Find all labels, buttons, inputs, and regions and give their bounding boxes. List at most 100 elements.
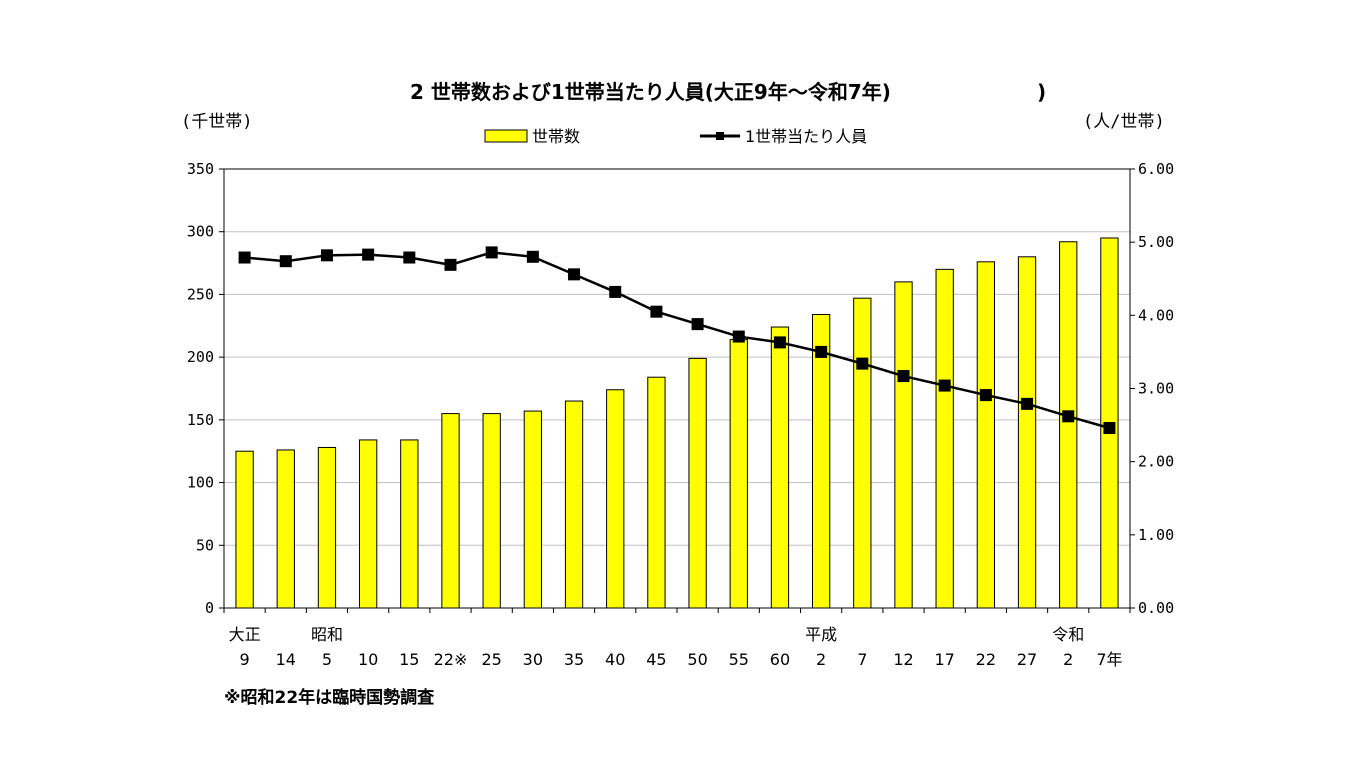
x-tick-label: 40 bbox=[605, 650, 625, 669]
legend-bar-label: 世帯数 bbox=[532, 127, 580, 146]
line-marker bbox=[403, 251, 416, 264]
right-tick-label: 4.00 bbox=[1138, 306, 1174, 324]
x-tick-label: 50 bbox=[687, 650, 707, 669]
era-label: 平成 bbox=[805, 625, 837, 644]
line-marker bbox=[1103, 422, 1116, 435]
x-tick-label: 12 bbox=[893, 650, 913, 669]
bar-series bbox=[235, 237, 1119, 609]
line-marker bbox=[362, 248, 375, 261]
x-tick-label: 10 bbox=[358, 650, 378, 669]
left-axis-unit: (千世帯) bbox=[181, 112, 252, 132]
x-tick-label: 60 bbox=[770, 650, 790, 669]
bar bbox=[276, 449, 295, 609]
line-marker bbox=[815, 345, 828, 358]
x-tick-label: 45 bbox=[646, 650, 666, 669]
x-tick-label: 5 bbox=[322, 650, 332, 669]
line-marker bbox=[609, 285, 622, 298]
x-tick-label: 25 bbox=[482, 650, 502, 669]
x-tick-label: 22※ bbox=[434, 650, 468, 669]
line-marker bbox=[526, 250, 539, 263]
line-marker bbox=[938, 379, 951, 392]
legend-bar-swatch bbox=[484, 129, 528, 143]
bar bbox=[441, 413, 460, 609]
era-label: 昭和 bbox=[311, 625, 343, 644]
line-path bbox=[244, 251, 1110, 430]
axes bbox=[219, 168, 1135, 613]
bar bbox=[976, 261, 996, 609]
era-label: 大正 bbox=[229, 625, 261, 644]
legend-line-label: 1世帯当たり人員 bbox=[745, 127, 867, 146]
line-marker bbox=[444, 258, 457, 271]
left-tick-label: 0 bbox=[205, 599, 214, 617]
bar bbox=[482, 413, 501, 609]
x-tick-label: 22 bbox=[976, 650, 996, 669]
x-tick-label: 30 bbox=[523, 650, 543, 669]
line-marker bbox=[485, 246, 498, 259]
bar bbox=[770, 326, 790, 609]
right-tick-label: 5.00 bbox=[1138, 233, 1174, 251]
line-marker bbox=[320, 249, 333, 262]
bar bbox=[400, 439, 419, 609]
right-tick-label: 6.00 bbox=[1138, 160, 1174, 178]
bar bbox=[564, 400, 584, 609]
line-marker bbox=[732, 330, 745, 343]
right-tick-label: 1.00 bbox=[1138, 526, 1174, 544]
footnote: ※昭和22年は臨時国勢調査 bbox=[224, 687, 435, 708]
bar bbox=[1017, 256, 1037, 609]
bar bbox=[523, 410, 543, 609]
line-marker bbox=[568, 268, 581, 281]
line-marker bbox=[650, 305, 663, 318]
left-tick-label: 250 bbox=[187, 285, 214, 303]
era-label: 令和 bbox=[1052, 625, 1084, 644]
line-marker bbox=[1062, 410, 1075, 423]
x-tick-label: 7 bbox=[857, 650, 867, 669]
x-tick-label: 27 bbox=[1017, 650, 1037, 669]
bar bbox=[235, 450, 254, 609]
right-tick-label: 3.00 bbox=[1138, 380, 1174, 398]
x-tick-label: 9 bbox=[239, 650, 249, 669]
bar bbox=[729, 339, 748, 609]
x-tick-label: 55 bbox=[729, 650, 749, 669]
right-tick-label: 2.00 bbox=[1138, 453, 1174, 471]
left-tick-label: 50 bbox=[196, 536, 214, 554]
legend: 世帯数 1世帯当たり人員 bbox=[484, 127, 867, 146]
line-marker bbox=[238, 251, 251, 264]
line-marker bbox=[773, 336, 786, 349]
line-marker bbox=[979, 389, 992, 402]
chart-title-closing: ) bbox=[1037, 80, 1046, 104]
line-series bbox=[238, 246, 1116, 435]
right-tick-label: 0.00 bbox=[1138, 599, 1174, 617]
line-marker bbox=[279, 255, 292, 268]
left-tick-label: 200 bbox=[187, 348, 214, 366]
bar bbox=[935, 268, 954, 609]
left-tick-label: 150 bbox=[187, 411, 214, 429]
line-marker bbox=[691, 318, 704, 331]
line-marker bbox=[1021, 397, 1034, 410]
axis-labels: 0501001502002503003500.001.002.003.004.0… bbox=[187, 160, 1174, 669]
bar bbox=[317, 446, 337, 609]
bar bbox=[647, 376, 666, 609]
line-marker bbox=[856, 357, 869, 370]
line-marker bbox=[897, 370, 910, 383]
x-tick-label: 14 bbox=[276, 650, 296, 669]
x-tick-label: 7年 bbox=[1096, 650, 1122, 669]
bar bbox=[1059, 241, 1078, 609]
left-tick-label: 350 bbox=[187, 160, 214, 178]
bar bbox=[853, 297, 872, 609]
bar bbox=[894, 281, 913, 609]
x-tick-label: 17 bbox=[935, 650, 955, 669]
bar bbox=[606, 389, 625, 609]
bar bbox=[811, 313, 831, 609]
bar bbox=[688, 357, 707, 609]
x-tick-label: 15 bbox=[399, 650, 419, 669]
legend-line-marker bbox=[716, 132, 724, 140]
right-axis-unit: (人/世帯) bbox=[1083, 112, 1165, 132]
x-tick-label: 2 bbox=[816, 650, 826, 669]
bar bbox=[358, 439, 378, 609]
chart-title: 2 世帯数および1世帯当たり人員(大正9年～令和7年) bbox=[410, 80, 891, 104]
x-tick-label: 35 bbox=[564, 650, 584, 669]
left-tick-label: 300 bbox=[187, 223, 214, 241]
left-tick-label: 100 bbox=[187, 474, 214, 492]
x-tick-label: 2 bbox=[1063, 650, 1073, 669]
